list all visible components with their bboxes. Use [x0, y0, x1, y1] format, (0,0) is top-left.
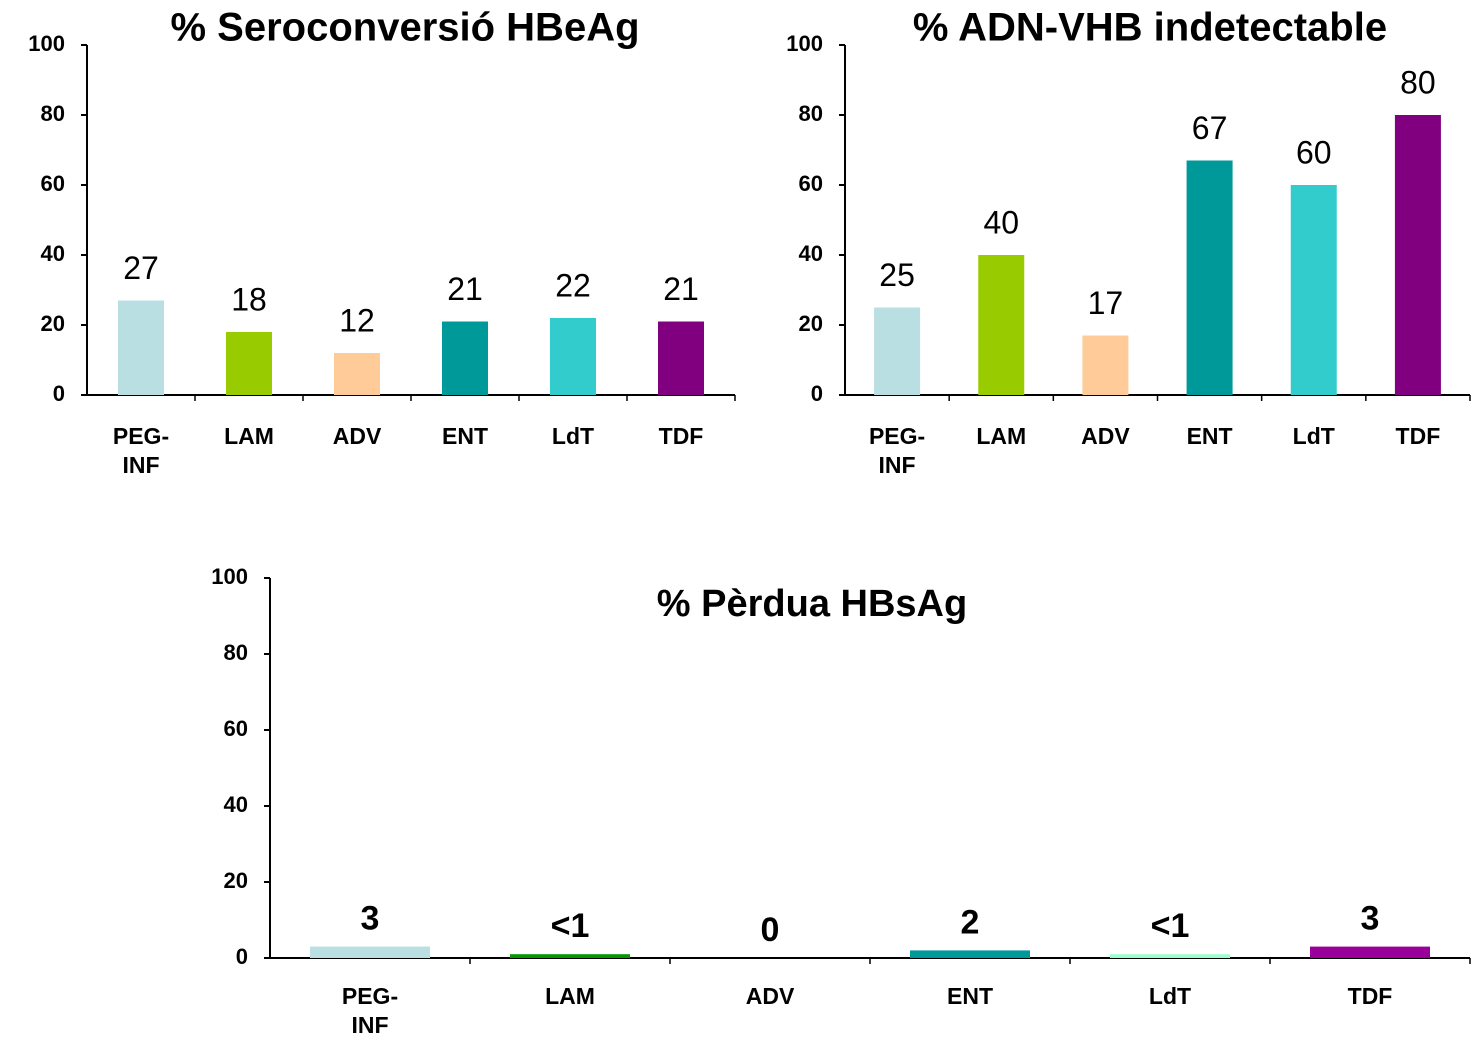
bar: [1310, 946, 1430, 958]
y-tick-label: 40: [41, 241, 65, 266]
data-label: <1: [1151, 907, 1190, 945]
bar: [1290, 185, 1337, 395]
x-tick-label: TDF: [1395, 423, 1441, 449]
bar: [510, 954, 630, 958]
x-tick-label: ADV: [745, 983, 795, 1009]
bar: [226, 332, 272, 395]
x-tick-label: LdT: [1148, 983, 1192, 1009]
x-tick-label: PEG-INF: [868, 423, 926, 478]
bar: [442, 321, 488, 395]
y-tick-label: 0: [53, 381, 65, 406]
y-tick-label: 20: [799, 311, 823, 336]
data-label: 3: [361, 900, 380, 938]
bar: [1082, 335, 1129, 395]
bar: [1394, 115, 1441, 395]
data-label: 22: [555, 267, 591, 303]
x-tick-label: LAM: [976, 423, 1027, 449]
x-tick-label: PEG-INF: [341, 983, 399, 1038]
x-tick-label: ADV: [1081, 423, 1130, 449]
bar: [118, 300, 164, 395]
data-label: 12: [339, 302, 375, 338]
data-label: 2: [961, 903, 980, 941]
x-tick-label: TDF: [1347, 983, 1393, 1009]
data-label: 18: [231, 281, 267, 317]
chart-title: % Pèrdua HBsAg: [657, 583, 967, 625]
data-label: 80: [1400, 64, 1436, 100]
data-label: 40: [983, 204, 1019, 240]
bar: [978, 255, 1025, 395]
bar: [310, 946, 430, 958]
x-tick-label: LAM: [224, 423, 274, 449]
bar: [550, 318, 596, 395]
y-tick-label: 40: [224, 792, 248, 817]
x-tick-label: LdT: [1292, 423, 1335, 449]
data-label: 21: [663, 271, 699, 307]
data-label: 60: [1296, 134, 1332, 170]
y-tick-label: 20: [224, 868, 248, 893]
y-tick-label: 100: [28, 31, 65, 56]
y-tick-label: 0: [811, 381, 823, 406]
y-tick-label: 60: [799, 171, 823, 196]
x-tick-label: PEG-INF: [112, 423, 170, 478]
data-label: 67: [1192, 110, 1228, 146]
y-tick-label: 60: [224, 716, 248, 741]
y-tick-label: 100: [211, 564, 248, 589]
x-tick-label: ENT: [1186, 423, 1233, 449]
y-tick-label: 80: [799, 101, 823, 126]
data-label: 27: [123, 250, 159, 286]
bar: [334, 353, 380, 395]
x-tick-label: LAM: [545, 983, 595, 1009]
data-label: 0: [761, 911, 780, 949]
data-label: 17: [1088, 285, 1124, 321]
chart-title: % Seroconversió HBeAg: [170, 6, 639, 50]
data-label: 25: [879, 257, 915, 293]
data-label: 21: [447, 271, 483, 307]
y-tick-label: 100: [786, 31, 823, 56]
y-tick-label: 40: [799, 241, 823, 266]
bar: [658, 321, 704, 395]
x-tick-label: ADV: [332, 423, 382, 449]
y-tick-label: 80: [224, 640, 248, 665]
data-label: 3: [1361, 900, 1380, 938]
y-tick-label: 80: [41, 101, 65, 126]
y-tick-label: 20: [41, 311, 65, 336]
y-tick-label: 0: [236, 944, 248, 969]
bar: [910, 950, 1030, 958]
x-tick-label: TDF: [658, 423, 704, 449]
x-tick-label: ENT: [442, 423, 488, 449]
y-tick-label: 60: [41, 171, 65, 196]
x-tick-label: ENT: [947, 983, 993, 1009]
bar: [874, 307, 921, 395]
bar: [1186, 160, 1233, 395]
x-tick-label: LdT: [551, 423, 595, 449]
data-label: <1: [551, 907, 590, 945]
chart-title: % ADN-VHB indetectable: [913, 6, 1387, 50]
bar: [1110, 954, 1230, 958]
